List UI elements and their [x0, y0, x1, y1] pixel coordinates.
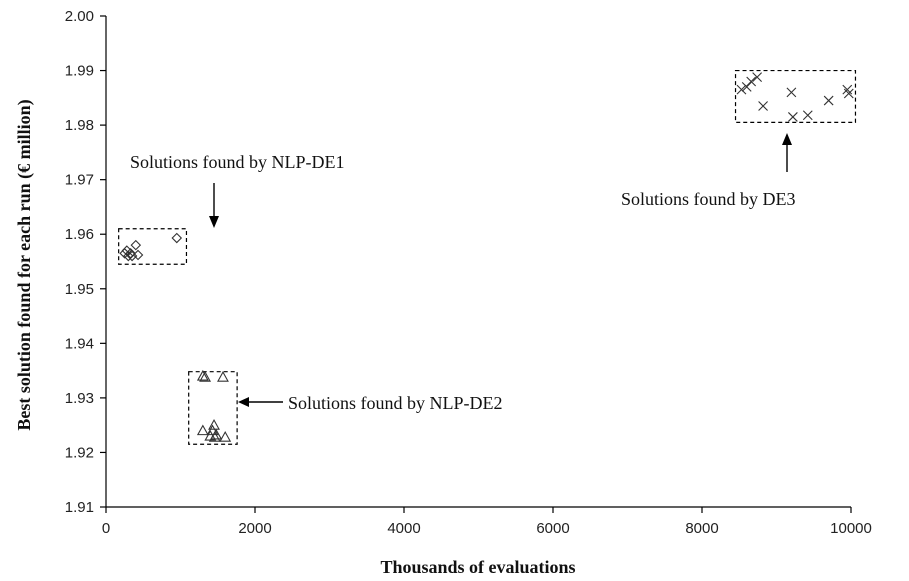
- y-tick-label: 1.97: [65, 172, 94, 189]
- x-axis-ticks: 0 2000 4000 6000 8000 10000: [102, 507, 872, 537]
- cross-point: [788, 112, 798, 122]
- y-axis-ticks: 1.91 1.92 1.93 1.94 1.95 1.96 1.97 1.98 1.99 2.00: [65, 8, 106, 516]
- x-axis-title: Thousands of evaluations: [380, 557, 575, 577]
- y-axis-title: Best solution found for each run (€ mill…: [14, 99, 35, 430]
- diamond-point: [125, 248, 136, 259]
- cross-point: [741, 82, 752, 92]
- x-tick-label: 4000: [387, 520, 420, 537]
- group-boxes: [118, 69, 857, 445]
- diamond-point: [130, 239, 142, 251]
- x-tick-label: 8000: [685, 520, 718, 537]
- diamond-point: [126, 250, 138, 262]
- annotation-arrow-nlp-de1: [209, 183, 219, 228]
- cross-point: [802, 110, 813, 121]
- y-tick-label: 1.93: [65, 390, 94, 407]
- y-tick-label: 1.92: [65, 444, 94, 461]
- y-tick-label: 1.94: [65, 335, 94, 352]
- y-tick-label: 1.99: [65, 63, 94, 80]
- annotation-nlp-de1: Solutions found by NLP-DE1: [130, 152, 345, 172]
- y-tick-label: 1.91: [65, 499, 94, 516]
- triangle-point: [196, 369, 209, 381]
- x-tick-label: 2000: [238, 520, 271, 537]
- x-tick-label: 6000: [536, 520, 569, 537]
- diamond-point: [171, 232, 183, 244]
- triangle-point: [199, 371, 212, 382]
- annotation-nlp-de2: Solutions found by NLP-DE2: [288, 393, 503, 413]
- cross-point: [746, 76, 757, 87]
- y-tick-label: 2.00: [65, 8, 94, 25]
- cross-point: [752, 72, 763, 82]
- triangle-point: [196, 424, 209, 436]
- triangle-point: [219, 431, 232, 442]
- cross-point: [786, 87, 797, 98]
- group-box-1: [188, 371, 238, 445]
- diamond-point: [123, 250, 134, 262]
- triangle-point: [210, 428, 223, 440]
- triangle-point: [217, 371, 229, 382]
- annotation-arrow-de3: [782, 133, 792, 172]
- cross-point: [823, 95, 834, 106]
- annotation-de3: Solutions found by DE3: [621, 189, 796, 209]
- x-tick-label: 10000: [830, 520, 872, 537]
- data-points: [119, 72, 854, 442]
- y-tick-label: 1.95: [65, 281, 94, 298]
- triangle-point: [208, 419, 220, 430]
- diamond-point: [132, 249, 144, 261]
- cross-point: [736, 84, 747, 95]
- y-tick-label: 1.98: [65, 117, 94, 134]
- group-box-0: [118, 228, 188, 265]
- y-tick-label: 1.96: [65, 226, 94, 243]
- cross-point: [843, 88, 854, 99]
- cross-point: [842, 84, 853, 95]
- annotation-arrow-nlp-de2: [238, 397, 283, 407]
- group-box-2: [734, 69, 857, 123]
- x-tick-label: 0: [102, 520, 110, 537]
- cross-point: [758, 101, 768, 111]
